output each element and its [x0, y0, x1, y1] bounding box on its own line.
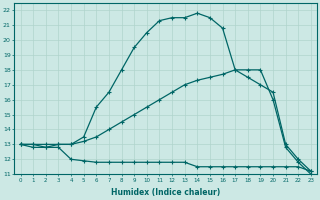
X-axis label: Humidex (Indice chaleur): Humidex (Indice chaleur) — [111, 188, 220, 197]
